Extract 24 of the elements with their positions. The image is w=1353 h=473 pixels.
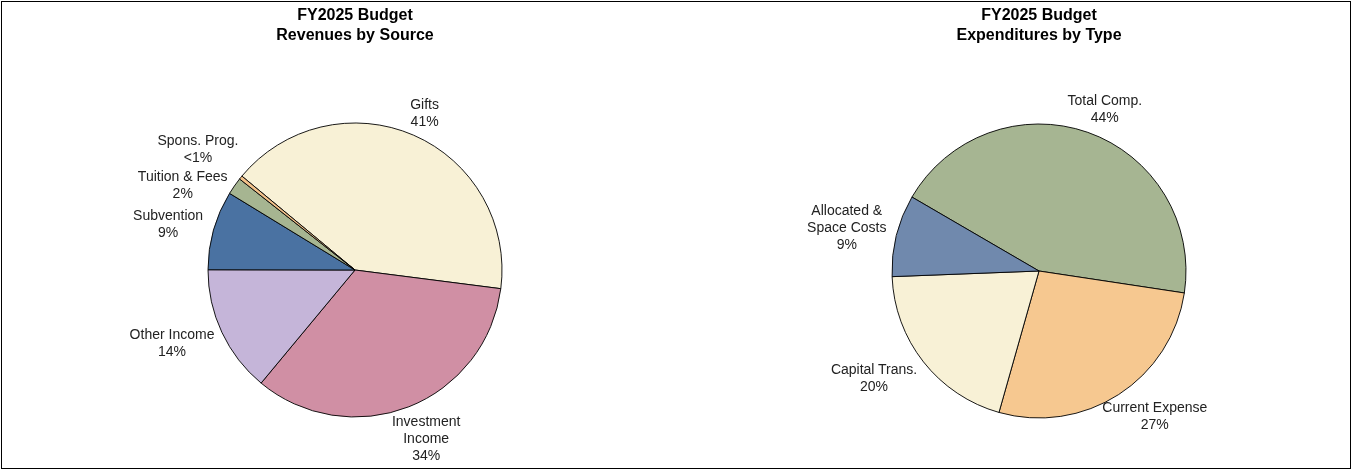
data-label: <1%: [183, 149, 213, 166]
data-label: 44%: [1090, 109, 1119, 126]
slice-label: Gifts: [410, 95, 440, 112]
data-label: 41%: [410, 112, 439, 129]
data-label: 27%: [1140, 415, 1169, 432]
chart-subtitle: Revenues by Source: [276, 26, 434, 43]
data-label: 20%: [860, 377, 889, 394]
data-label: 9%: [836, 236, 857, 253]
slice-label: Spons. Prog.: [157, 132, 239, 149]
slice-label: Current Expense: [1102, 398, 1208, 415]
slice-label: Tuition & Fees: [137, 168, 228, 185]
slice-label: Allocated & Space Costs: [807, 202, 887, 236]
data-label: 14%: [158, 343, 187, 360]
chart-title: FY2025 Budget: [297, 6, 414, 23]
slice-label: Total Comp.: [1067, 92, 1143, 109]
slice-label: Investment Income: [391, 412, 461, 446]
slice-label: Subvention: [133, 206, 204, 223]
slice-label: Other Income: [129, 326, 215, 343]
slice-label: Capital Trans.: [830, 360, 918, 377]
chart-subtitle: Expenditures by Type: [956, 26, 1122, 43]
data-label: 2%: [172, 185, 193, 202]
data-label: 34%: [412, 446, 441, 463]
data-label: 9%: [157, 223, 179, 240]
chart-title: FY2025 Budget: [981, 6, 1098, 23]
